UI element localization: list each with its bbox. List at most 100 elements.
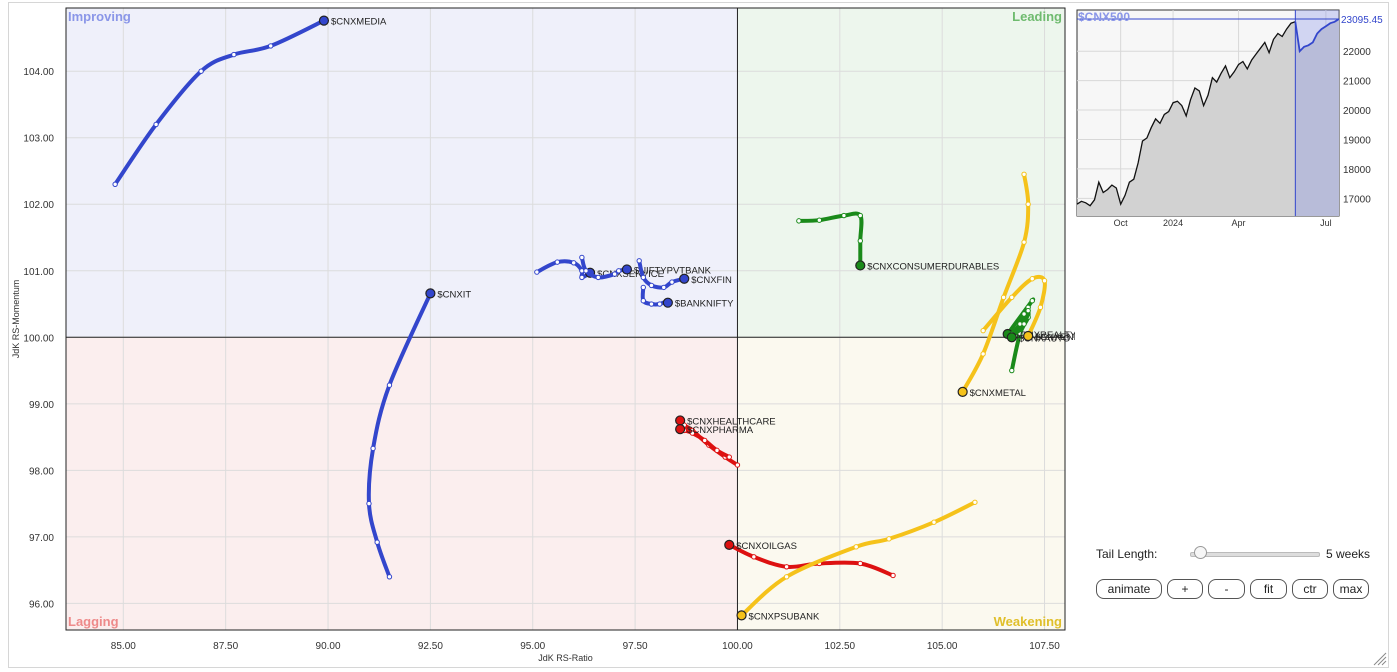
tail-point-cnxmetal <box>1000 294 1007 301</box>
center-button[interactable]: ctr <box>1292 579 1328 599</box>
series-label-cnxfin: $CNXFIN <box>691 275 732 286</box>
mini-y-tick-label: 20000 <box>1343 106 1371 117</box>
series-label-cnxmedia: $CNXMEDIA <box>331 17 387 28</box>
head-marker-cnxauto <box>1006 332 1017 343</box>
zoom-in-button[interactable]: + <box>1167 579 1203 599</box>
tail-point-cnxoilgas <box>783 564 790 570</box>
tail-point-cnxrealty <box>1029 298 1035 304</box>
fit-button[interactable]: fit <box>1250 579 1287 599</box>
rrg-series-cnxpharma: $CNXPHARMA <box>675 423 754 460</box>
mini-chart-title: $CNX500 <box>1078 10 1130 24</box>
series-label-cnxenergy: $CNXENERGY <box>1035 332 1075 343</box>
tail-point-cnxoilgas <box>751 554 757 560</box>
tail-point-banknifty <box>640 284 646 291</box>
tail-point-cnxhealthcare <box>734 462 741 468</box>
head-marker-cnxenergy <box>1023 330 1034 342</box>
series-label-cnxit: $CNXIT <box>437 289 471 300</box>
tail-point-cnxmetal <box>1021 171 1027 178</box>
series-label-cnxoilgas: $CNXOILGAS <box>736 541 797 552</box>
head-marker-cnxmetal <box>957 386 968 397</box>
rrg-panel-frame <box>8 2 1389 668</box>
tail-point-cnxmedia <box>231 51 237 58</box>
plot-border <box>65 7 1066 631</box>
mini-x-tick-label: Jul <box>1320 218 1332 228</box>
cnx500-mini-chart: 17000 18000 19000 20000 21000 22000 Oct 2024 Apr… <box>1076 9 1383 228</box>
head-marker-cnxfin <box>679 273 690 284</box>
series-label-cnxmetal: $CNXMETAL <box>970 388 1026 399</box>
tail-point-cnxconsumerdurables <box>841 212 847 219</box>
tail-point-cnxfin <box>661 284 667 291</box>
resize-grip-icon[interactable] <box>1373 652 1387 666</box>
tail-point-cnxpharma <box>702 437 708 444</box>
tail-point-cnxservice <box>579 274 585 281</box>
x-tick-label: 100.00 <box>722 641 753 652</box>
quadrant-improving <box>66 8 738 338</box>
rrg-series-banknifty: $BANKNIFTY <box>640 284 734 310</box>
rrg-series-cnxmedia: $CNXMEDIA <box>112 15 387 187</box>
tail-point-cnxauto <box>1021 321 1027 327</box>
tail-point-cnxenergy <box>1037 304 1044 311</box>
tail-point-cnxmedia <box>112 181 118 187</box>
tail-point-cnxauto <box>1025 307 1031 314</box>
relative-rotation-graph[interactable]: 85.00 87.50 90.00 92.50 95.00 97.50 100.00 102.… <box>0 0 1075 672</box>
tail-point-cnxmedia <box>198 68 204 74</box>
x-tick-label: 102.50 <box>825 641 856 652</box>
tail-point-cnxenergy <box>1029 276 1035 282</box>
rrg-series-cnxauto: $CNXAUTO <box>1006 307 1070 344</box>
quadrant-weakening <box>737 337 1065 630</box>
rrg-series-cnxit: $CNXIT <box>366 288 471 580</box>
series-label-cnxrealty: $CNXREALTY <box>1015 330 1075 341</box>
rrg-series-cnxoilgas: $CNXOILGAS <box>724 539 896 579</box>
mini-y-tick-label: 22000 <box>1343 47 1371 58</box>
max-button[interactable]: max <box>1333 579 1369 599</box>
tail-point-cnxmetal <box>1025 201 1031 207</box>
tail-line-cnxmetal <box>960 172 1031 394</box>
tail-point-cnxmedia <box>268 43 274 49</box>
series-label-cnxpharma: $CNXPHARMA <box>687 425 754 436</box>
head-marker-cnxhealthcare <box>675 415 686 426</box>
y-tick-label: 97.00 <box>29 533 54 544</box>
y-tick-label: 100.00 <box>23 333 54 344</box>
tail-point-cnxenergy <box>1009 294 1015 301</box>
tail-length-slider-track[interactable] <box>1190 552 1320 557</box>
tail-length-value: 5 weeks <box>1326 547 1371 561</box>
head-marker-cnxconsumerdurables <box>855 260 866 271</box>
mini-y-tick-label: 21000 <box>1343 77 1371 88</box>
x-tick-label: 105.00 <box>927 641 958 652</box>
head-marker-cnxpharma <box>675 423 686 435</box>
tail-point-cnxmedia <box>153 121 159 128</box>
animate-button[interactable]: animate <box>1096 579 1162 599</box>
tail-point-cnxservice <box>554 259 561 265</box>
mini-x-tick-label: Oct <box>1114 218 1129 228</box>
x-tick-label: 107.50 <box>1029 641 1060 652</box>
tail-point-cnxmetal <box>1021 239 1027 245</box>
tail-length-slider-handle[interactable] <box>1194 546 1208 559</box>
rrg-series-niftypvtbank: $NIFTYPVTBANK <box>579 254 712 281</box>
zoom-out-button[interactable]: - <box>1208 579 1245 599</box>
head-marker-cnxoilgas <box>724 539 735 550</box>
x-tick-label: 85.00 <box>111 641 136 652</box>
tail-point-niftypvtbank <box>579 254 585 261</box>
head-marker-cnxit <box>425 288 436 299</box>
mini-price-line-highlight <box>1294 18 1340 54</box>
series-label-cnxconsumerdurables: $CNXCONSUMERDURABLES <box>867 261 999 272</box>
x-tick-label: 97.50 <box>623 641 648 652</box>
tail-point-cnxpharma <box>689 430 696 436</box>
series-label-cnxpsubank: $CNXPSUBANK <box>749 611 820 622</box>
tail-point-cnxit <box>370 445 376 452</box>
series-label-cnxservice: $CNXSERVICE <box>597 269 664 280</box>
mini-y-tick-label: 17000 <box>1343 194 1371 205</box>
head-marker-cnxpsubank <box>736 610 747 621</box>
tail-line-cnxpsubank <box>739 500 977 618</box>
tail-point-cnxconsumerdurables <box>857 212 863 219</box>
mini-highlight-window <box>1295 10 1339 216</box>
rrg-series-cnxconsumerdurables: $CNXCONSUMERDURABLES <box>796 211 999 272</box>
tail-point-cnxoilgas <box>890 572 896 579</box>
head-marker-niftypvtbank <box>621 264 633 275</box>
tail-point-cnxfin <box>669 279 675 285</box>
mini-y-tick-label: 19000 <box>1343 135 1371 146</box>
tail-point-cnxpharma <box>726 454 732 460</box>
tail-point-cnxenergy <box>980 327 986 334</box>
tail-point-cnxmetal <box>980 351 986 357</box>
tail-point-cnxfin <box>648 282 655 289</box>
